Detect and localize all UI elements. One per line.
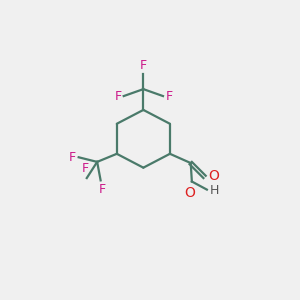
Text: F: F — [165, 90, 172, 103]
Text: O: O — [184, 186, 196, 200]
Text: F: F — [69, 151, 76, 164]
Text: F: F — [99, 183, 106, 196]
Text: F: F — [140, 59, 147, 72]
Text: F: F — [114, 90, 122, 103]
Text: F: F — [82, 162, 89, 175]
Text: O: O — [208, 169, 219, 183]
Text: H: H — [210, 184, 219, 197]
